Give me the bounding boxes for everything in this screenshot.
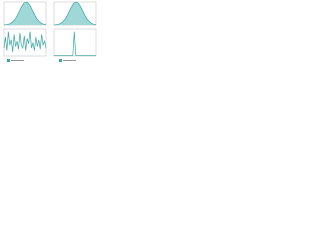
plot-frame [53,28,97,57]
line [3,31,47,52]
area [4,2,46,25]
area [54,2,96,25]
line [53,1,97,26]
plot-frame [3,28,47,57]
legend-swatch [59,59,62,62]
legend-swatch [7,59,10,62]
figure [3,1,97,62]
line [54,31,96,56]
line [3,1,47,26]
